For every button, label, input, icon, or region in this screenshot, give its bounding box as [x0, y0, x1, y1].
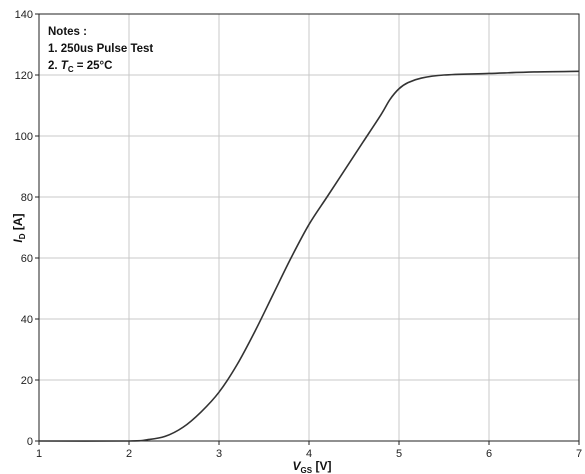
series-line: [38, 70, 580, 442]
y-axis-ticks: 0 20 40 60 80 100 120 140: [15, 9, 39, 448]
y-axis-label-unit: [A]: [11, 213, 25, 233]
x-tick-label: 4: [306, 448, 312, 460]
x-axis-label: VGS [V]: [293, 459, 332, 474]
notes-line-2: 2. TC = 25°C: [48, 60, 112, 74]
notes-line-2-prefix: 2.: [48, 60, 61, 72]
x-axis-label-unit: [V]: [312, 459, 331, 473]
x-axis-label-subscript: GS: [301, 466, 313, 474]
notes-line-2-subscript: C: [68, 65, 74, 74]
x-tick-label: 7: [576, 448, 582, 460]
notes-title: Notes :: [48, 26, 87, 38]
notes-line-2-suffix: = 25°C: [74, 60, 113, 72]
notes-line-1: 1. 250us Pulse Test: [48, 43, 153, 55]
y-axis-label-subscript: D: [18, 233, 27, 239]
y-tick-label: 0: [27, 436, 33, 448]
notes-line-2-variable: T: [61, 60, 69, 72]
x-tick-label: 1: [36, 448, 42, 460]
notes-box: Notes : 1. 250us Pulse Test 2. TC = 25°C: [48, 26, 153, 74]
y-tick-label: 140: [15, 9, 33, 21]
y-axis-label: ID [A]: [11, 213, 27, 242]
y-axis-label-main: I: [11, 239, 25, 243]
x-tick-label: 3: [216, 448, 222, 460]
x-axis-ticks: 1 2 3 4 5 6 7: [36, 441, 582, 460]
y-tick-label: 60: [21, 253, 33, 265]
y-tick-label: 100: [15, 131, 33, 143]
y-tick-label: 20: [21, 375, 33, 387]
y-tick-label: 80: [21, 192, 33, 204]
x-tick-label: 6: [486, 448, 492, 460]
x-tick-label: 5: [396, 448, 402, 460]
y-tick-label: 40: [21, 314, 33, 326]
x-axis-label-main: V: [293, 459, 302, 473]
y-tick-label: 120: [15, 70, 33, 82]
x-tick-label: 2: [126, 448, 132, 460]
